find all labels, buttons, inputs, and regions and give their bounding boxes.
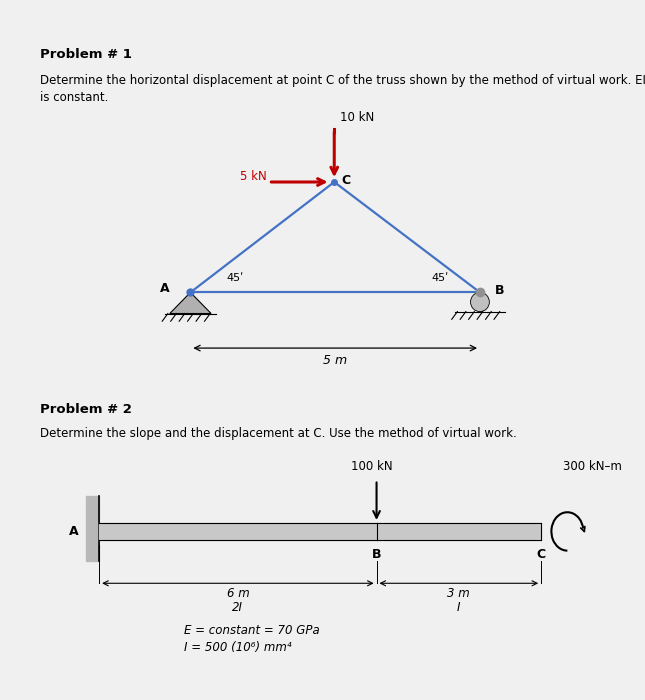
Text: 5 m: 5 m xyxy=(323,354,347,367)
Text: 10 kN: 10 kN xyxy=(340,111,374,125)
Text: C: C xyxy=(537,548,546,561)
Text: C: C xyxy=(342,174,351,188)
Text: B: B xyxy=(372,548,381,561)
Text: 2I: 2I xyxy=(232,601,243,614)
Text: A: A xyxy=(160,282,170,295)
Text: 6 m: 6 m xyxy=(226,587,249,600)
Polygon shape xyxy=(377,523,541,540)
Polygon shape xyxy=(86,496,99,561)
Text: 45ʹ: 45ʹ xyxy=(431,273,448,283)
Text: 5 kN: 5 kN xyxy=(240,171,267,183)
Text: 3 m: 3 m xyxy=(448,587,470,600)
Circle shape xyxy=(471,293,490,312)
Text: Determine the horizontal displacement at point C of the truss shown by the metho: Determine the horizontal displacement at… xyxy=(40,74,645,87)
Text: 45ʹ: 45ʹ xyxy=(226,273,243,283)
Text: Problem # 2: Problem # 2 xyxy=(40,402,132,416)
Polygon shape xyxy=(170,293,211,314)
Text: 300 kN–m: 300 kN–m xyxy=(563,460,622,473)
Text: I: I xyxy=(457,601,461,614)
Polygon shape xyxy=(99,523,377,540)
Text: Problem # 1: Problem # 1 xyxy=(40,48,132,61)
Text: is constant.: is constant. xyxy=(40,91,108,104)
Text: Determine the slope and the displacement at C. Use the method of virtual work.: Determine the slope and the displacement… xyxy=(40,427,517,440)
Text: 100 kN: 100 kN xyxy=(351,460,393,473)
Text: E = constant = 70 GPa: E = constant = 70 GPa xyxy=(184,624,320,636)
Text: A: A xyxy=(69,525,79,538)
Text: I = 500 (10⁶) mm⁴: I = 500 (10⁶) mm⁴ xyxy=(184,641,292,654)
Text: B: B xyxy=(495,284,504,297)
